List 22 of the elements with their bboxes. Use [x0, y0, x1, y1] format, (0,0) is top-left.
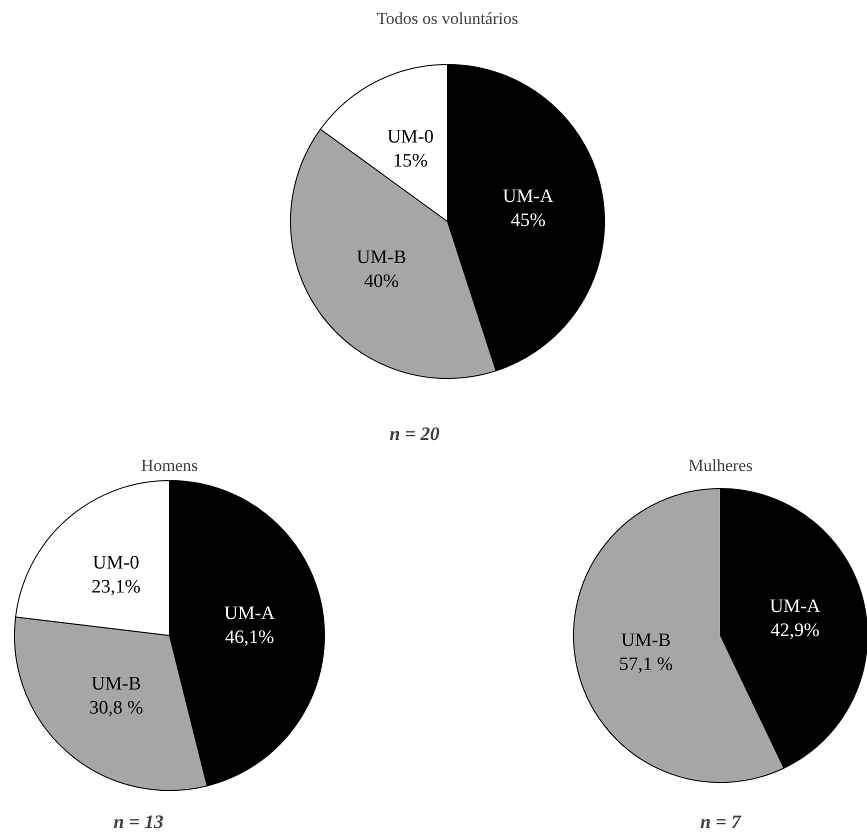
chart-title: Mulheres [688, 456, 753, 475]
slice-label: UM-0 [92, 552, 140, 574]
chart-title: Todos os voluntários [376, 9, 518, 28]
slice-label: UM-0 [387, 126, 434, 148]
data-label: 30,8 % [89, 697, 144, 718]
data-label: 15% [393, 150, 428, 172]
chart-title: Homens [141, 456, 198, 475]
data-label: 57,1 % [619, 654, 674, 675]
slice-label: UM-A [502, 186, 554, 208]
slice-label: UM-B [91, 673, 142, 694]
data-label: 45% [510, 210, 546, 232]
data-label: 40% [364, 270, 400, 292]
text: n = 20 [390, 424, 440, 445]
text: n = 13 [114, 812, 164, 833]
text: n = 7 [700, 812, 742, 833]
data-label: 42,9% [770, 620, 820, 642]
slice-label: UM-B [621, 630, 671, 651]
slice-label: UM-A [770, 596, 821, 618]
data-label: 23,1% [91, 576, 141, 598]
data-label: 46,1% [224, 627, 274, 648]
slice-label: UM-A [224, 603, 276, 624]
slice-label: UM-B [356, 246, 406, 268]
